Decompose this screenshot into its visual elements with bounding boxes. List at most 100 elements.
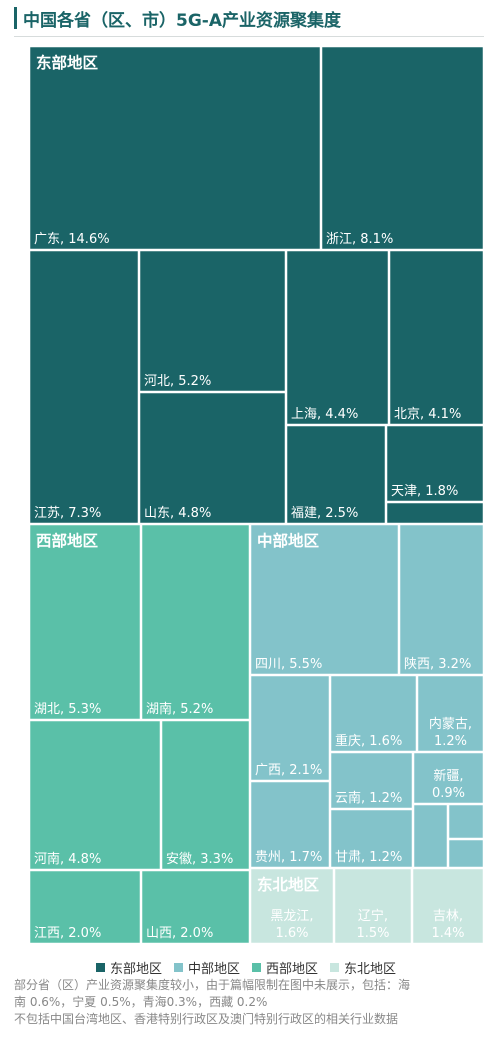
treemap-cell: 北京, 4.1% bbox=[388, 249, 484, 426]
treemap-cell: 湖南, 5.2% bbox=[140, 523, 251, 721]
treemap-cell: 甘肃, 1.2% bbox=[329, 808, 414, 869]
legend-swatch-west bbox=[252, 963, 262, 972]
treemap-rect-山西 bbox=[140, 869, 251, 944]
treemap-cell-label: 山西, 2.0% bbox=[146, 926, 213, 941]
legend-item-northeast: 东北地区 bbox=[330, 958, 396, 977]
chart-title: 中国各省（区、市）5G-A产业资源聚集度 bbox=[23, 10, 341, 31]
treemap-cell: 福建, 2.5% bbox=[285, 424, 387, 525]
treemap-rect-陕西 bbox=[398, 523, 484, 676]
treemap-cell-label: 四川, 5.5% bbox=[255, 657, 322, 672]
treemap-rect-云南 bbox=[329, 751, 414, 810]
treemap-cell: 湖北, 5.3% bbox=[29, 523, 142, 721]
treemap-cell-label: 新疆, 0.9% bbox=[432, 768, 465, 801]
treemap-cell-label: 北京, 4.1% bbox=[394, 407, 461, 422]
treemap-cell: 辽宁, 1.5% bbox=[333, 867, 413, 944]
title-accent-bar bbox=[14, 7, 17, 29]
treemap-cell-label: 福建, 2.5% bbox=[291, 506, 358, 521]
legend-label-central: 中部地区 bbox=[188, 962, 241, 977]
treemap-cell-label: 甘肃, 1.2% bbox=[335, 850, 402, 865]
treemap-cell: 新疆, 0.9% bbox=[412, 751, 484, 805]
treemap-cell: 山东, 4.8% bbox=[138, 391, 287, 525]
treemap-cell-label: 山东, 4.8% bbox=[144, 506, 211, 521]
title-divider bbox=[14, 36, 484, 37]
treemap-cell: 广西, 2.1% bbox=[249, 674, 331, 782]
treemap-cell: 河南, 4.8% bbox=[29, 719, 162, 871]
treemap-rect-北京 bbox=[388, 249, 484, 426]
legend-swatch-east bbox=[96, 963, 105, 972]
treemap-rect-江西 bbox=[29, 869, 142, 944]
region-label: 西部地区 bbox=[36, 531, 99, 550]
title-block: 中国各省（区、市）5G-A产业资源聚集度 bbox=[14, 4, 341, 32]
treemap-cell: 贵州, 1.7% bbox=[249, 780, 331, 869]
treemap-cell-label: 浙江, 8.1% bbox=[326, 232, 393, 247]
treemap-rect-河南 bbox=[29, 719, 162, 871]
legend-label-east: 东部地区 bbox=[110, 962, 163, 977]
treemap-cell-label: 安徽, 3.3% bbox=[166, 852, 233, 867]
treemap-cell: 内蒙古, 1.2% bbox=[416, 674, 484, 753]
treemap-rect-山东 bbox=[138, 391, 287, 525]
treemap-cell-label: 湖北, 5.3% bbox=[34, 702, 101, 717]
treemap-cell: 陕西, 3.2% bbox=[398, 523, 484, 676]
legend-label-west: 西部地区 bbox=[266, 962, 319, 977]
treemap-rect-内蒙古 bbox=[416, 674, 484, 753]
treemap-rect-湖南 bbox=[140, 523, 251, 721]
legend-swatch-central bbox=[174, 963, 184, 972]
treemap-rect-湖北 bbox=[29, 523, 142, 721]
treemap-cell: 山西, 2.0% bbox=[140, 869, 251, 944]
treemap-cell-label: 江苏, 7.3% bbox=[34, 505, 101, 521]
treemap-cell-label: 内蒙古, 1.2% bbox=[429, 716, 472, 749]
treemap-cell-label: 天津, 1.8% bbox=[391, 484, 458, 499]
treemap-rect-广西 bbox=[249, 674, 331, 782]
legend: 东部地区 中部地区 西部地区 东北地区 bbox=[96, 958, 396, 977]
treemap-rect-广东 bbox=[29, 46, 322, 251]
treemap-cell bbox=[447, 838, 484, 869]
treemap-cell-label: 河北, 5.2% bbox=[144, 374, 211, 389]
treemap-rect-重庆 bbox=[329, 674, 418, 753]
treemap-cell: 江西, 2.0% bbox=[29, 869, 142, 944]
treemap-cell-label: 吉林, 1.4% bbox=[431, 909, 464, 941]
treemap-cell: 天津, 1.8% bbox=[385, 424, 484, 503]
treemap-cell-label: 黑龙江, 1.6% bbox=[270, 909, 313, 941]
treemap-cell: 江苏, 7.3% bbox=[29, 249, 140, 525]
treemap-cell-label: 广西, 2.1% bbox=[255, 763, 322, 778]
treemap-cell-label: 江西, 2.0% bbox=[34, 926, 101, 941]
treemap-chart: 广东, 14.6% 浙江, 8.1% 江苏, 7.3% 河北, 5.2% 山东, 4.8… bbox=[29, 46, 484, 944]
treemap-cell-label: 云南, 1.2% bbox=[335, 790, 402, 806]
treemap-rect-贵州 bbox=[249, 780, 331, 869]
treemap-cell: 黑龙江, 1.6% bbox=[249, 867, 335, 944]
treemap-cell: 四川, 5.5% bbox=[249, 523, 400, 676]
treemap-rect-安徽 bbox=[160, 719, 251, 871]
legend-item-west: 西部地区 bbox=[252, 958, 318, 977]
treemap-cell bbox=[447, 803, 484, 840]
legend-item-central: 中部地区 bbox=[174, 958, 240, 977]
treemap-cell: 安徽, 3.3% bbox=[160, 719, 251, 871]
treemap-rect-吉林 bbox=[411, 867, 484, 944]
treemap-cell-label: 贵州, 1.7% bbox=[255, 850, 322, 865]
footnote-line: 部分省（区）产业资源聚集度较小，由于篇幅限制在图中未展示，包括：海 bbox=[14, 978, 411, 992]
treemap-cell: 浙江, 8.1% bbox=[320, 46, 484, 251]
legend-item-east: 东部地区 bbox=[96, 958, 162, 977]
treemap-rect-宁夏 bbox=[412, 803, 449, 869]
treemap-cell-label: 湖南, 5.2% bbox=[146, 701, 213, 717]
treemap-rect-黑龙江 bbox=[249, 867, 335, 944]
treemap-cell: 广东, 14.6% bbox=[29, 46, 322, 251]
treemap-cell: 重庆, 1.6% bbox=[329, 674, 418, 753]
treemap-rect-海南 bbox=[385, 501, 484, 525]
treemap-rect-江苏 bbox=[29, 249, 140, 525]
treemap-rect-辽宁 bbox=[333, 867, 413, 944]
treemap-rect-福建 bbox=[285, 424, 387, 525]
treemap-rect-浙江 bbox=[320, 46, 484, 251]
treemap-cell-label: 辽宁, 1.5% bbox=[356, 908, 389, 941]
footnote-line: 南 0.6%，宁夏 0.5%，青海0.3%，西藏 0.2% bbox=[14, 995, 268, 1009]
treemap-cell-label: 河南, 4.8% bbox=[34, 851, 101, 867]
treemap-cell: 吉林, 1.4% bbox=[411, 867, 484, 944]
region-label: 东北地区 bbox=[257, 875, 320, 894]
legend-swatch-northeast bbox=[330, 963, 340, 972]
footnote-line: 不包括中国台湾地区、香港特别行政区及澳门特别行政区的相关行业数据 bbox=[14, 1012, 399, 1026]
treemap-cell bbox=[385, 501, 484, 525]
treemap-cell-label: 重庆, 1.6% bbox=[335, 733, 402, 749]
treemap-cell: 河北, 5.2% bbox=[138, 249, 287, 393]
region-label: 中部地区 bbox=[257, 531, 320, 550]
treemap-rect-上海 bbox=[285, 249, 390, 426]
treemap-rect-天津 bbox=[385, 424, 484, 503]
